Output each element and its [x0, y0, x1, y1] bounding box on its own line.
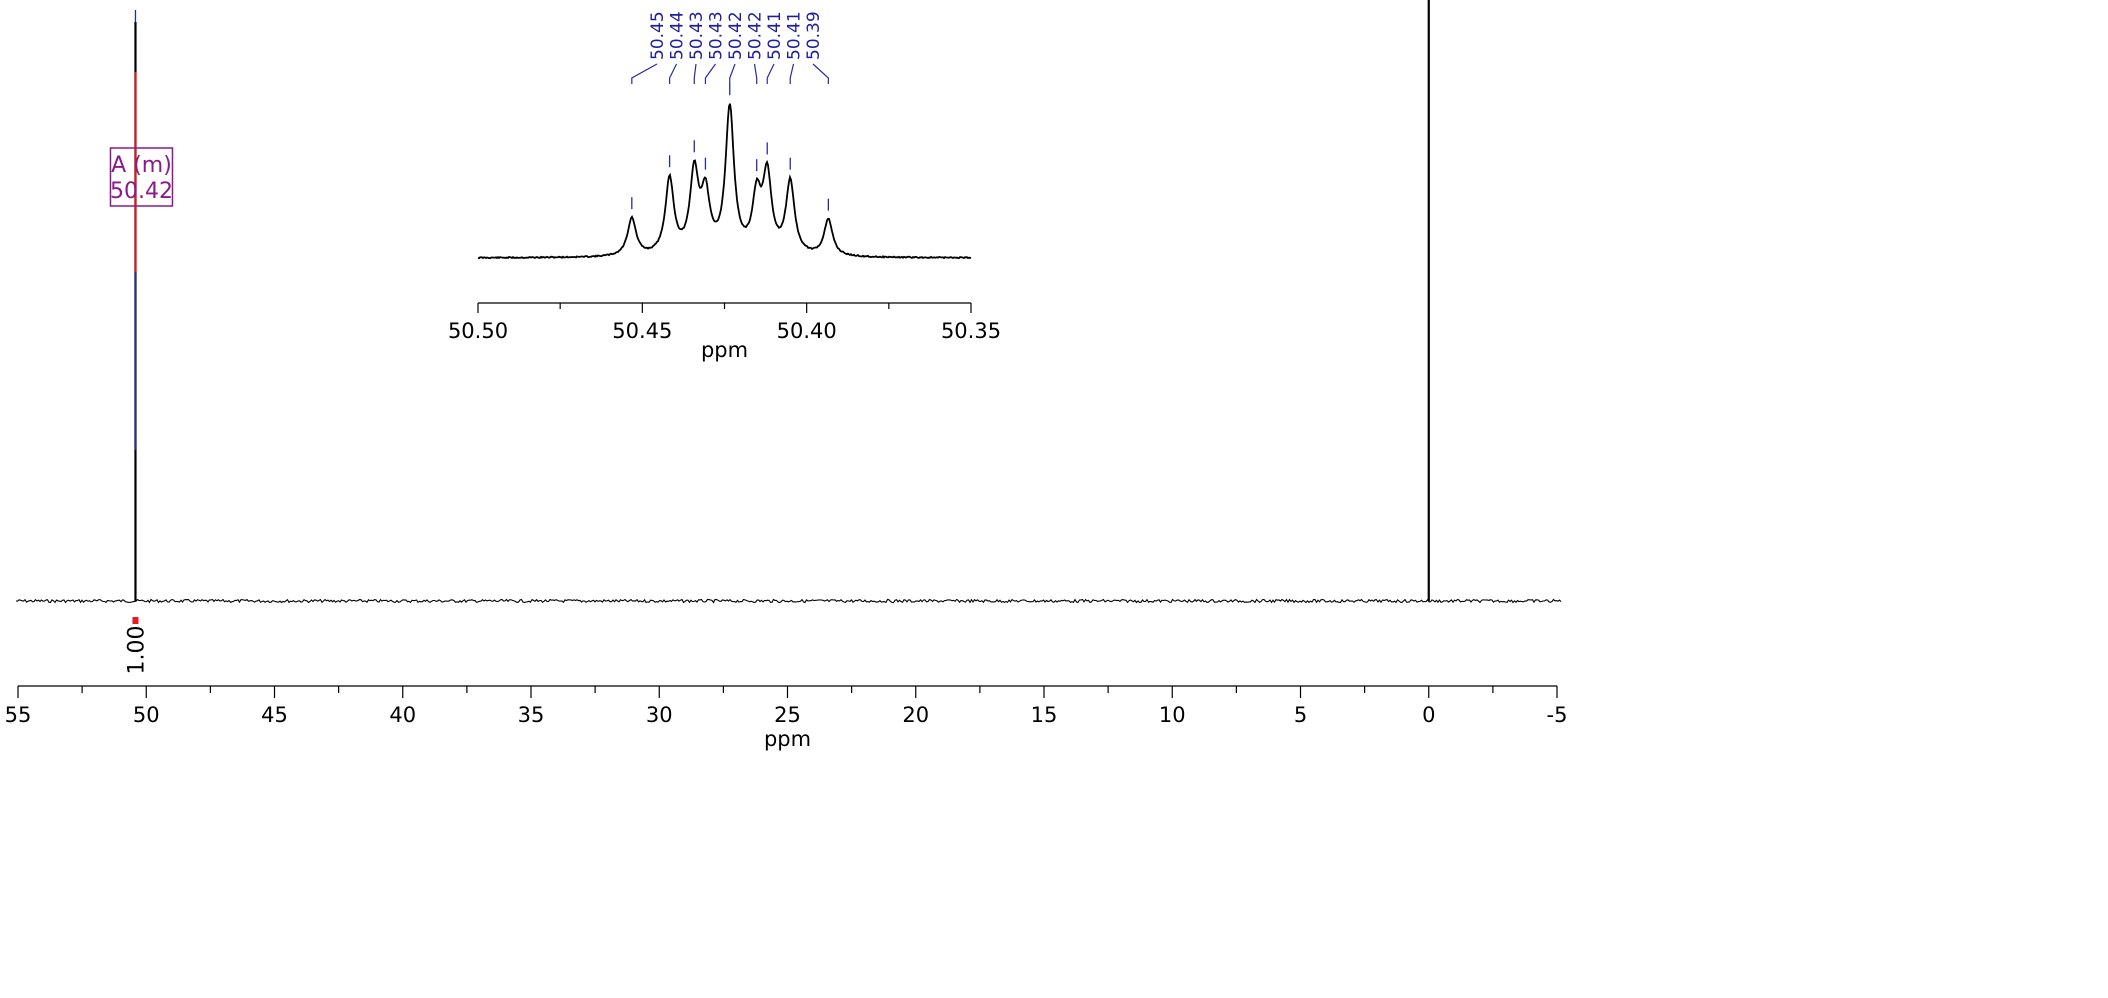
- inset-label-connector: [631, 63, 658, 84]
- main-tick-label: 20: [902, 703, 929, 727]
- main-tick-label: 15: [1031, 703, 1058, 727]
- inset-label-connector: [693, 63, 697, 84]
- inset-spectrum-trace: [477, 103, 972, 260]
- inset-peak-label: 50.42: [746, 11, 766, 60]
- multiplet-label: A (m): [111, 153, 172, 178]
- main-tick-label: 45: [261, 703, 288, 727]
- integral-value: 1.00: [124, 626, 149, 675]
- main-tick-label: 30: [646, 703, 673, 727]
- inset-label-connector: [766, 63, 775, 84]
- inset-tick-label: 50.40: [777, 319, 837, 343]
- main-tick-label: 55: [5, 703, 32, 727]
- main-baseline-noise: [15, 598, 1562, 604]
- inset-label-connector: [812, 63, 829, 84]
- inset-x-axis-title: ppm: [701, 338, 748, 362]
- main-tick-label: 40: [389, 703, 416, 727]
- multiplet-annotation: A (m) 50.42: [109, 147, 174, 207]
- inset-tick-label: 50.45: [612, 319, 672, 343]
- inset-x-axis: 50.50 50.45 50.40 50.35: [448, 302, 1001, 343]
- main-tick-label: 25: [774, 703, 801, 727]
- inset-peak-labels: 50.45 50.44 50.43 50.43 50.42 50.42 50.41 50.41…: [631, 11, 830, 211]
- inset-peak-label: 50.43: [707, 11, 727, 60]
- inset-label-connector: [669, 63, 678, 84]
- inset-tick-label: 50.35: [941, 319, 1001, 343]
- inset-label-connector: [789, 63, 795, 84]
- inset-label-connector: [753, 63, 758, 84]
- main-tick-label: 0: [1422, 703, 1435, 727]
- main-tick-label: 5: [1294, 703, 1307, 727]
- main-tick-label: 35: [518, 703, 545, 727]
- inset-label-connector: [704, 63, 716, 84]
- inset-peak-label: 50.41: [785, 11, 805, 60]
- multiplet-shift: 50.42: [110, 179, 173, 204]
- inset-peak-label: 50.43: [687, 11, 707, 60]
- inset-peak-label: 50.45: [648, 11, 668, 60]
- main-x-axis: 55 50 45 40 35 30 25 20 15 10 5 0 -5: [5, 685, 1568, 727]
- inset-peak-label: 50.41: [765, 11, 785, 60]
- inset-tick-label: 50.50: [448, 319, 508, 343]
- main-tick-label: -5: [1547, 703, 1568, 727]
- main-x-axis-title: ppm: [764, 727, 811, 751]
- inset-spectrum-trace-layer: [477, 103, 972, 260]
- inset-peak-label: 50.42: [726, 11, 746, 60]
- main-spectrum-trace-layer: [15, 0, 1562, 604]
- main-tick-label: 10: [1159, 703, 1186, 727]
- integral-marker: [132, 617, 139, 624]
- inset-peak-label: 50.39: [804, 11, 824, 60]
- inset-peak-label: 50.44: [668, 11, 688, 60]
- main-tick-label: 50: [133, 703, 160, 727]
- inset-label-connector: [729, 63, 736, 84]
- multiplet-box: [109, 147, 174, 207]
- integral-annotation: 1.00: [124, 617, 149, 674]
- inset-expansion-plot: 50.45 50.44 50.43 50.43 50.42 50.42 50.41 50.41…: [448, 11, 1001, 362]
